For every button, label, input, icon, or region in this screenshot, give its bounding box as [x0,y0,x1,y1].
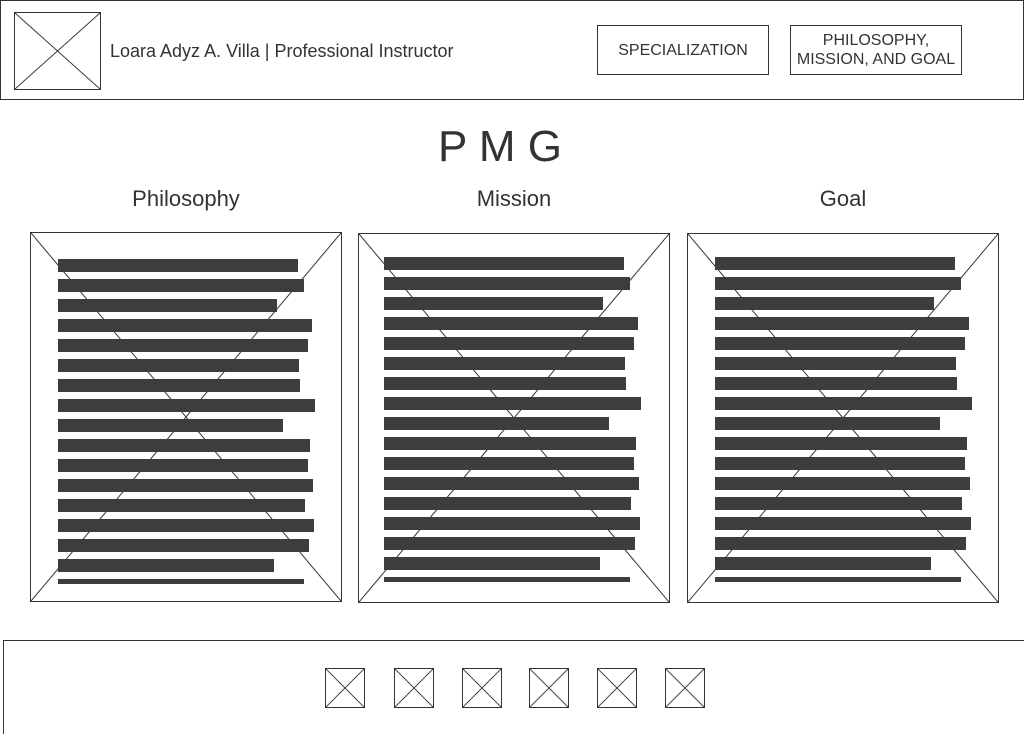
nav-button-specialization[interactable]: SPECIALIZATION [597,25,769,75]
text-placeholder-bar [715,317,969,330]
text-placeholder-bar [715,297,934,310]
text-placeholder-bar [58,479,313,492]
text-placeholder-bar [58,379,300,392]
text-placeholder-bar [715,277,961,290]
text-placeholder-bar [58,579,304,584]
social-link-5[interactable] [597,668,637,708]
text-placeholder-bar [715,517,971,530]
text-placeholder-bar [715,497,962,510]
text-placeholder-bar [58,279,304,292]
image-placeholder-icon [15,13,100,89]
text-placeholder-bar [715,577,961,582]
text-placeholder-bar [384,357,625,370]
image-icon [395,669,433,707]
text-placeholder-bar [58,359,299,372]
text-placeholder-bar [384,477,639,490]
text-placeholder-bar [715,397,972,410]
text-placeholder-bar [58,399,315,412]
text-placeholder-bar [58,539,309,552]
text-placeholder-bar [384,317,638,330]
text-placeholder-bar [58,559,274,572]
social-link-3[interactable] [462,668,502,708]
goal-heading: Goal [819,186,867,211]
text-placeholder-bar [384,337,634,350]
text-placeholder-bar [715,557,931,570]
text-placeholder-bar [58,459,308,472]
text-placeholder-bar [58,299,277,312]
footer [3,640,1024,734]
nav-button-philosophy-mission-goal[interactable]: PHILOSOPHY, MISSION, AND GOAL [790,25,962,75]
text-placeholder-bar [384,517,640,530]
text-placeholder-bar [384,397,641,410]
text-placeholder-bar [715,457,965,470]
philosophy-heading: Philosophy [132,186,240,211]
text-placeholder-bar [384,537,635,550]
text-placeholder-bar [384,577,630,582]
page-title: P M G [438,122,562,171]
text-placeholder-bar [58,319,312,332]
text-placeholder-bar [384,497,631,510]
social-link-6[interactable] [665,668,705,708]
image-icon [326,669,364,707]
text-placeholder-bar [384,417,609,430]
text-placeholder-bar [715,337,965,350]
text-placeholder-bar [715,537,966,550]
text-placeholder-bar [58,259,298,272]
social-link-2[interactable] [394,668,434,708]
text-placeholder-bar [384,257,624,270]
site-title: Loara Adyz A. Villa | Professional Instr… [110,41,454,61]
text-placeholder-bar [715,477,970,490]
text-placeholder-bar [384,437,636,450]
header: Loara Adyz A. Villa | Professional Instr… [0,0,1024,100]
text-placeholder-bar [384,277,630,290]
text-placeholder-bar [715,377,957,390]
text-placeholder-bar [58,339,308,352]
text-placeholder-bar [58,499,305,512]
social-link-4[interactable] [529,668,569,708]
text-placeholder-bar [384,557,600,570]
text-placeholder-bar [58,439,310,452]
image-icon [530,669,568,707]
text-placeholder-bar [384,377,626,390]
text-placeholder-bar [715,437,967,450]
text-placeholder-bar [715,357,956,370]
text-placeholder-bar [58,519,314,532]
logo-image[interactable] [14,12,101,90]
text-placeholder-bar [715,417,940,430]
text-placeholder-bar [715,257,955,270]
image-icon [598,669,636,707]
social-link-1[interactable] [325,668,365,708]
mission-heading: Mission [476,186,552,211]
text-placeholder-bar [58,419,283,432]
image-icon [463,669,501,707]
image-icon [666,669,704,707]
text-placeholder-bar [384,297,603,310]
text-placeholder-bar [384,457,634,470]
